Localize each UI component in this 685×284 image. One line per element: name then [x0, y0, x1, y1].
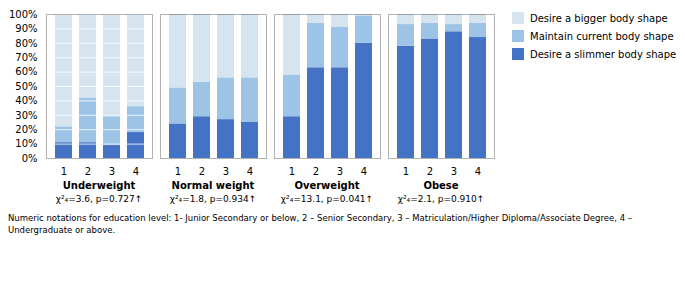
svg-text:3: 3	[337, 166, 343, 177]
svg-text:40%: 40%	[15, 95, 37, 106]
svg-text:50%: 50%	[15, 81, 37, 92]
svg-text:0%: 0%	[22, 153, 38, 164]
svg-text:4: 4	[247, 166, 253, 177]
html-text:Overweight: Overweight	[294, 180, 360, 191]
html-text:χ²₄=3.6, p=0.727↑: χ²₄=3.6, p=0.727↑	[55, 194, 143, 204]
html-text:Maintain current body shape: Maintain current body shape	[530, 30, 674, 42]
svg-text:100%: 100%	[9, 9, 38, 20]
html-text:χ²₄=2.1, p=0.910↑: χ²₄=2.1, p=0.910↑	[397, 194, 485, 204]
svg-text:2: 2	[85, 166, 91, 177]
svg-text:3: 3	[223, 166, 229, 177]
html-text:Numeric notations for educatio: Numeric notations for education level: 1…	[8, 213, 632, 223]
html-text:Obese: Obese	[423, 180, 459, 191]
html-text:χ²₄=1.8, p=0.934↑: χ²₄=1.8, p=0.934↑	[169, 194, 257, 204]
svg-text:3: 3	[109, 166, 115, 177]
html-text:Desire a slimmer body shape: Desire a slimmer body shape	[530, 48, 677, 60]
svg-text:1: 1	[289, 166, 295, 177]
svg-text:4: 4	[133, 166, 139, 177]
html-text:χ²₄=13.1, p=0.041↑: χ²₄=13.1, p=0.041↑	[280, 194, 374, 204]
svg-text:1: 1	[175, 166, 181, 177]
svg-text:4: 4	[475, 166, 481, 177]
svg-text:70%: 70%	[15, 52, 37, 63]
svg-text:10%: 10%	[15, 138, 37, 149]
svg-text:2: 2	[313, 166, 319, 177]
svg-text:20%: 20%	[15, 124, 37, 135]
html-text:Normal weight: Normal weight	[171, 180, 255, 191]
html-text:Underweight: Underweight	[62, 180, 136, 191]
svg-text:3: 3	[451, 166, 457, 177]
svg-text:80%: 80%	[15, 38, 37, 49]
html-text:Undergraduate or above.: Undergraduate or above.	[8, 225, 116, 235]
svg-text:1: 1	[61, 166, 67, 177]
svg-text:90%: 90%	[15, 23, 37, 34]
svg-text:2: 2	[199, 166, 205, 177]
svg-text:60%: 60%	[15, 66, 37, 77]
svg-text:30%: 30%	[15, 110, 37, 121]
svg-text:1: 1	[403, 166, 409, 177]
svg-text:2: 2	[427, 166, 433, 177]
html-text:Desire a bigger body shape: Desire a bigger body shape	[530, 12, 668, 24]
svg-text:4: 4	[361, 166, 367, 177]
